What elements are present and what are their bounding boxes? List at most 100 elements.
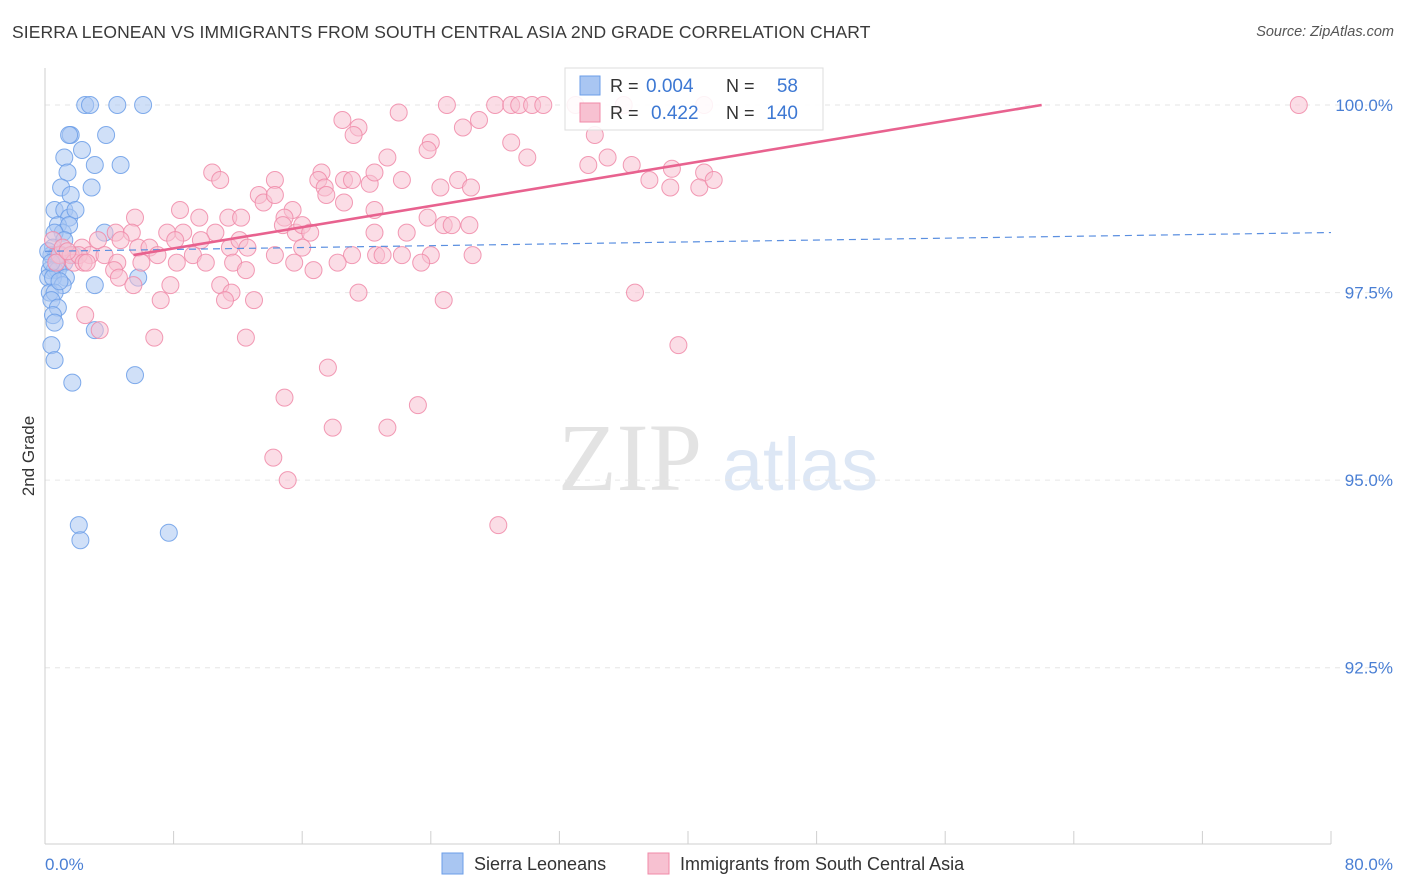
point-south-central-asia	[434, 291, 453, 310]
stats-r-value-pink: 0.422	[651, 103, 699, 124]
point-south-central-asia	[343, 171, 361, 189]
point-south-central-asia	[626, 283, 644, 302]
point-south-central-asia	[408, 396, 427, 415]
point-south-central-asia	[323, 418, 342, 437]
point-south-central-asia	[502, 133, 521, 152]
legend-swatch-sierra-leoneans	[441, 852, 464, 875]
point-south-central-asia	[418, 141, 437, 159]
y-tick-labels: 100.0% 97.5% 95.0% 92.5%	[1335, 96, 1393, 678]
point-sierra-leonean	[126, 366, 144, 385]
stats-n-value-pink: 140	[766, 103, 798, 124]
point-south-central-asia	[486, 96, 505, 114]
point-south-central-asia	[317, 186, 336, 204]
legend-label-sierra-leoneans: Sierra Leoneans	[474, 854, 606, 874]
point-south-central-asia	[442, 216, 461, 235]
point-south-central-asia	[328, 253, 347, 272]
point-south-central-asia	[264, 448, 283, 467]
point-sierra-leonean	[63, 373, 82, 392]
point-south-central-asia	[151, 291, 170, 310]
point-south-central-asia	[335, 193, 353, 212]
point-sierra-leonean	[108, 96, 127, 114]
point-south-central-asia	[489, 516, 508, 535]
point-south-central-asia	[132, 253, 151, 272]
point-south-central-asia	[318, 358, 337, 377]
point-south-central-asia	[89, 231, 107, 250]
point-south-central-asia	[265, 246, 284, 265]
point-south-central-asia	[662, 159, 681, 178]
stats-swatch-pink	[579, 102, 601, 123]
point-south-central-asia	[265, 186, 284, 204]
point-south-central-asia	[211, 171, 230, 189]
point-south-central-asia	[437, 96, 456, 114]
point-sierra-leonean	[61, 186, 80, 204]
point-south-central-asia	[47, 253, 66, 272]
y-tick-label: 97.5%	[1345, 284, 1393, 303]
point-south-central-asia	[344, 126, 363, 144]
point-sierra-leonean	[58, 163, 77, 182]
point-south-central-asia	[236, 328, 255, 347]
point-south-central-asia	[690, 178, 709, 197]
point-sierra-leonean	[55, 148, 74, 167]
point-south-central-asia	[534, 96, 553, 114]
stats-r-label-blue: R =	[610, 76, 639, 96]
chart-title: SIERRA LEONEAN VS IMMIGRANTS FROM SOUTH …	[12, 22, 871, 42]
point-sierra-leonean	[45, 351, 64, 370]
point-south-central-asia	[109, 268, 128, 287]
x-tick-label-left: 0.0%	[45, 855, 84, 874]
point-south-central-asia	[196, 253, 215, 272]
point-south-central-asia	[167, 253, 186, 272]
point-south-central-asia	[412, 253, 431, 272]
point-south-central-asia	[76, 306, 95, 325]
legend-label-south-central-asia: Immigrants from South Central Asia	[680, 854, 965, 874]
trend-line-sierra-leoneans	[44, 231, 1332, 252]
point-south-central-asia	[462, 178, 480, 197]
source-label: Source: ZipAtlas.com	[1256, 24, 1394, 40]
watermark-atlas: atlas	[722, 423, 878, 506]
stats-n-label-blue: N =	[726, 76, 755, 96]
point-south-central-asia	[275, 388, 294, 407]
stats-swatch-blue	[579, 75, 601, 96]
point-sierra-leonean	[42, 336, 61, 355]
point-south-central-asia	[349, 283, 368, 302]
point-south-central-asia	[238, 238, 257, 257]
point-south-central-asia	[365, 223, 384, 242]
point-south-central-asia	[392, 171, 411, 189]
point-sierra-leonean	[97, 126, 116, 144]
point-sierra-leonean	[71, 531, 90, 550]
point-sierra-leonean	[73, 141, 91, 159]
point-south-central-asia	[343, 246, 361, 265]
point-south-central-asia	[301, 223, 320, 242]
point-south-central-asia	[190, 208, 209, 227]
series-legend: Sierra Leoneans Immigrants from South Ce…	[441, 852, 965, 875]
point-south-central-asia	[171, 201, 189, 219]
point-south-central-asia	[145, 328, 164, 347]
gridlines	[45, 104, 1393, 669]
legend-swatch-south-central-asia	[647, 852, 670, 875]
x-tick-label-right: 80.0%	[1345, 855, 1393, 874]
point-sierra-leonean	[82, 178, 101, 197]
point-south-central-asia	[392, 246, 411, 265]
point-south-central-asia	[285, 253, 304, 272]
point-south-central-asia	[245, 291, 263, 310]
point-south-central-asia	[518, 148, 537, 167]
point-south-central-asia	[124, 276, 143, 295]
y-tick-label: 95.0%	[1345, 471, 1393, 490]
point-sierra-leonean	[66, 201, 85, 219]
trend-lines	[44, 103, 1332, 257]
point-south-central-asia	[373, 246, 392, 265]
point-south-central-asia	[278, 471, 297, 490]
point-sierra-leonean	[85, 156, 104, 174]
point-south-central-asia	[1289, 96, 1308, 114]
data-points	[39, 96, 1308, 550]
point-south-central-asia	[90, 321, 109, 340]
point-south-central-asia	[378, 418, 397, 437]
point-south-central-asia	[418, 208, 437, 227]
stats-n-value-blue: 58	[777, 76, 798, 97]
point-sierra-leonean	[45, 313, 64, 332]
x-axis-ticks	[44, 831, 1332, 844]
point-south-central-asia	[304, 261, 323, 280]
point-sierra-leonean	[85, 276, 104, 295]
point-south-central-asia	[265, 171, 284, 189]
point-south-central-asia	[453, 118, 472, 137]
point-south-central-asia	[378, 148, 397, 167]
